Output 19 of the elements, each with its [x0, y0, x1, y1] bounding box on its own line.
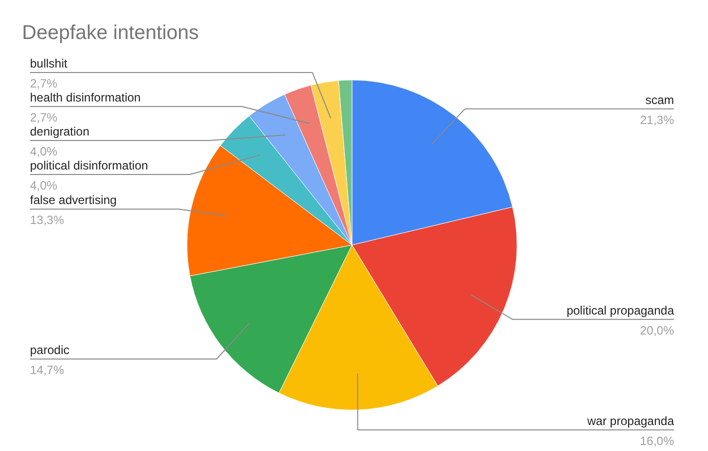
data-label: 13,3% [30, 213, 64, 228]
chart-title: Deepfake intentions [22, 22, 199, 44]
slice-label: false advertising [30, 193, 117, 208]
data-label: 21,3% [640, 112, 674, 127]
slice-label: war propaganda [586, 414, 674, 428]
data-label: 4,0% [30, 144, 58, 158]
slice-label: scam [645, 92, 674, 107]
data-label: 14,7% [30, 362, 64, 377]
slice-label: health disinformation [30, 90, 141, 104]
slice-label: political disinformation [30, 158, 148, 172]
slice-label: political propaganda [566, 303, 674, 318]
data-label: 20,0% [640, 323, 674, 338]
data-label: 2,7% [30, 110, 58, 124]
slice-label: bullshit [30, 56, 68, 70]
data-label: 2,7% [30, 76, 58, 90]
data-label: 16,0% [640, 434, 674, 448]
slice-label: parodic [30, 342, 70, 357]
slice-label: denigration [30, 124, 90, 138]
data-label: 4,0% [30, 178, 58, 192]
